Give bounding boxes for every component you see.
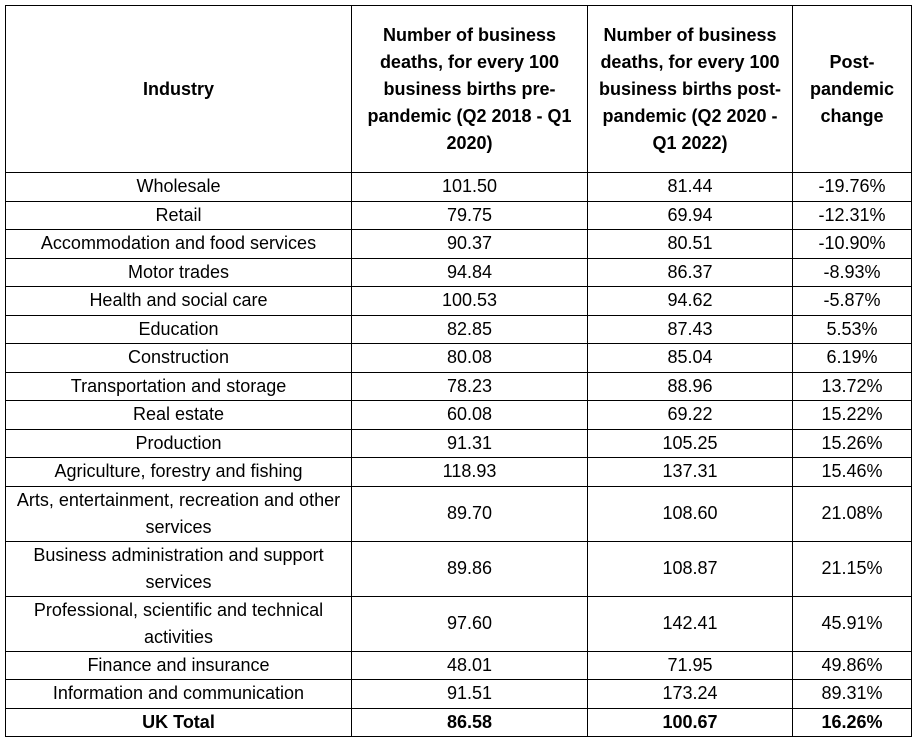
post-cell: 69.22 [587, 400, 793, 430]
industry-cell: Education [5, 314, 352, 344]
change-cell: -5.87% [792, 286, 912, 316]
change-cell: 21.08% [792, 485, 912, 542]
table-row: Business administration and support serv… [5, 540, 912, 597]
change-cell: 6.19% [792, 343, 912, 373]
pre-cell: 82.85 [351, 314, 588, 344]
table-row: Transportation and storage 78.23 88.96 1… [5, 371, 912, 401]
post-cell: 81.44 [587, 172, 793, 202]
header-change: Post-pandemic change [792, 5, 912, 173]
table-row: Education 82.85 87.43 5.53% [5, 314, 912, 344]
industry-cell: Wholesale [5, 172, 352, 202]
table-row: Construction 80.08 85.04 6.19% [5, 343, 912, 373]
change-cell: 15.26% [792, 428, 912, 458]
industry-cell: Production [5, 428, 352, 458]
post-cell: 105.25 [587, 428, 793, 458]
header-industry: Industry [5, 5, 352, 173]
industry-cell: Retail [5, 200, 352, 230]
total-change: 16.26% [792, 707, 912, 737]
industry-cell: Business administration and support serv… [5, 540, 352, 597]
change-cell: -19.76% [792, 172, 912, 202]
table-row: Agriculture, forestry and fishing 118.93… [5, 457, 912, 487]
post-cell: 173.24 [587, 679, 793, 709]
pre-cell: 48.01 [351, 650, 588, 680]
industry-cell: Finance and insurance [5, 650, 352, 680]
table-row: Production 91.31 105.25 15.26% [5, 428, 912, 458]
industry-cell: Real estate [5, 400, 352, 430]
change-cell: 15.46% [792, 457, 912, 487]
table-row: Real estate 60.08 69.22 15.22% [5, 400, 912, 430]
post-cell: 71.95 [587, 650, 793, 680]
table-row: Professional, scientific and technical a… [5, 595, 912, 652]
pre-cell: 78.23 [351, 371, 588, 401]
post-cell: 80.51 [587, 229, 793, 259]
industry-cell: Motor trades [5, 257, 352, 287]
change-cell: -12.31% [792, 200, 912, 230]
change-cell: 45.91% [792, 595, 912, 652]
post-cell: 108.60 [587, 485, 793, 542]
header-row: Industry Number of business deaths, for … [5, 5, 912, 173]
table-row: Wholesale 101.50 81.44 -19.76% [5, 172, 912, 202]
pre-cell: 89.86 [351, 540, 588, 597]
total-post: 100.67 [587, 707, 793, 737]
change-cell: 15.22% [792, 400, 912, 430]
change-cell: 21.15% [792, 540, 912, 597]
header-pre-pandemic: Number of business deaths, for every 100… [351, 5, 588, 173]
industry-cell: Accommodation and food services [5, 229, 352, 259]
change-cell: 49.86% [792, 650, 912, 680]
industry-cell: Professional, scientific and technical a… [5, 595, 352, 652]
table-row: Information and communication 91.51 173.… [5, 679, 912, 709]
post-cell: 69.94 [587, 200, 793, 230]
post-cell: 85.04 [587, 343, 793, 373]
pre-cell: 80.08 [351, 343, 588, 373]
pre-cell: 91.51 [351, 679, 588, 709]
business-deaths-table: Industry Number of business deaths, for … [5, 5, 912, 737]
header-post-pandemic: Number of business deaths, for every 100… [587, 5, 793, 173]
industry-cell: Arts, entertainment, recreation and othe… [5, 485, 352, 542]
pre-cell: 101.50 [351, 172, 588, 202]
pre-cell: 60.08 [351, 400, 588, 430]
pre-cell: 89.70 [351, 485, 588, 542]
post-cell: 88.96 [587, 371, 793, 401]
pre-cell: 79.75 [351, 200, 588, 230]
post-cell: 87.43 [587, 314, 793, 344]
table-row: Retail 79.75 69.94 -12.31% [5, 200, 912, 230]
change-cell: 89.31% [792, 679, 912, 709]
change-cell: 13.72% [792, 371, 912, 401]
industry-cell: Information and communication [5, 679, 352, 709]
table-row: Health and social care 100.53 94.62 -5.8… [5, 286, 912, 316]
post-cell: 94.62 [587, 286, 793, 316]
change-cell: 5.53% [792, 314, 912, 344]
pre-cell: 90.37 [351, 229, 588, 259]
total-label: UK Total [5, 707, 352, 737]
total-row: UK Total 86.58 100.67 16.26% [5, 707, 912, 737]
pre-cell: 100.53 [351, 286, 588, 316]
table-row: Accommodation and food services 90.37 80… [5, 229, 912, 259]
change-cell: -10.90% [792, 229, 912, 259]
post-cell: 137.31 [587, 457, 793, 487]
post-cell: 108.87 [587, 540, 793, 597]
industry-cell: Transportation and storage [5, 371, 352, 401]
industry-cell: Health and social care [5, 286, 352, 316]
table-row: Arts, entertainment, recreation and othe… [5, 485, 912, 542]
change-cell: -8.93% [792, 257, 912, 287]
total-pre: 86.58 [351, 707, 588, 737]
pre-cell: 91.31 [351, 428, 588, 458]
post-cell: 86.37 [587, 257, 793, 287]
table-row: Motor trades 94.84 86.37 -8.93% [5, 257, 912, 287]
pre-cell: 94.84 [351, 257, 588, 287]
post-cell: 142.41 [587, 595, 793, 652]
industry-cell: Agriculture, forestry and fishing [5, 457, 352, 487]
industry-cell: Construction [5, 343, 352, 373]
pre-cell: 97.60 [351, 595, 588, 652]
pre-cell: 118.93 [351, 457, 588, 487]
table-row: Finance and insurance 48.01 71.95 49.86% [5, 650, 912, 680]
